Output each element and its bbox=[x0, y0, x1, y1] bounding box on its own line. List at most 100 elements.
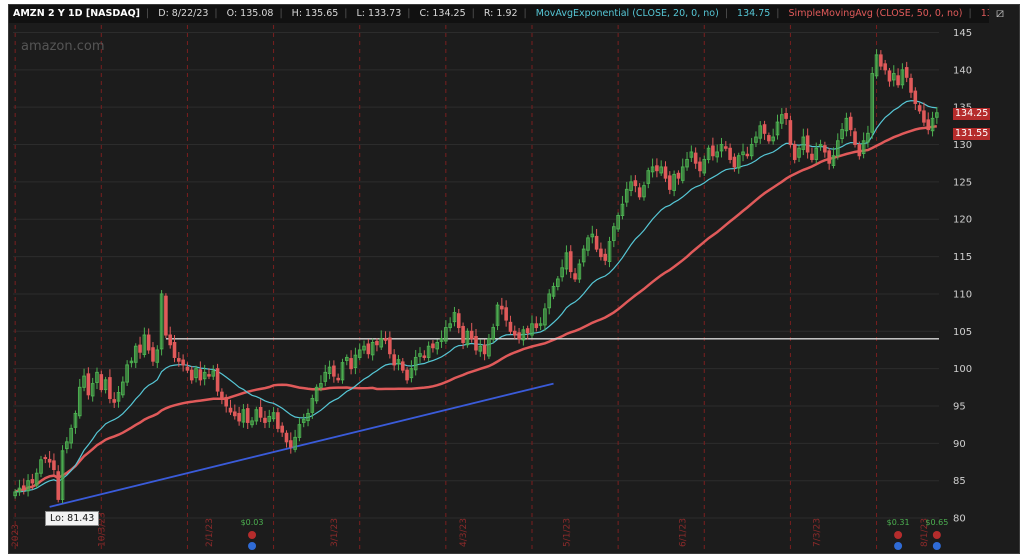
candle bbox=[271, 407, 276, 422]
price-plot[interactable]: 14514013513012512011511010510095908580 2… bbox=[9, 23, 1019, 553]
candle bbox=[65, 437, 69, 454]
period-markers bbox=[14, 25, 878, 551]
candle-body bbox=[327, 366, 332, 375]
dividend-icon bbox=[932, 531, 941, 539]
candle bbox=[409, 360, 414, 383]
candle bbox=[332, 360, 336, 383]
candle bbox=[599, 242, 603, 261]
chart-frame[interactable]: AMZN 2 Y 1D [NASDAQ] | D: 8/22/23 | O: 135… bbox=[8, 4, 1020, 554]
candle bbox=[879, 50, 883, 70]
candle bbox=[383, 331, 388, 345]
candle-body bbox=[388, 337, 392, 355]
candle-body bbox=[771, 136, 775, 142]
candle bbox=[538, 317, 543, 331]
candle bbox=[30, 473, 35, 490]
candle-body bbox=[168, 334, 172, 346]
candle-body bbox=[439, 338, 444, 342]
candle-body bbox=[189, 369, 194, 381]
candle bbox=[573, 268, 577, 282]
candle-body bbox=[711, 145, 715, 157]
price-tick-label: 90 bbox=[953, 439, 966, 450]
price-tick-label: 125 bbox=[953, 177, 972, 188]
candle bbox=[564, 245, 569, 275]
price-tick-label: 105 bbox=[953, 327, 972, 338]
candle bbox=[857, 141, 862, 160]
candle-body bbox=[543, 308, 547, 326]
candle-body bbox=[314, 386, 319, 402]
candle-body bbox=[706, 147, 711, 160]
candle bbox=[280, 422, 284, 437]
dividend-label: $0.65 bbox=[925, 518, 948, 527]
candle bbox=[706, 145, 711, 164]
candle-body bbox=[745, 153, 750, 157]
candle bbox=[207, 368, 211, 380]
candle bbox=[805, 128, 810, 159]
candle bbox=[284, 430, 289, 448]
candle bbox=[400, 358, 405, 374]
candle bbox=[103, 376, 108, 394]
candle-body bbox=[504, 307, 508, 321]
candle bbox=[646, 167, 651, 189]
candle-body bbox=[547, 293, 552, 309]
candle bbox=[250, 417, 254, 428]
candle-body bbox=[904, 67, 909, 78]
candle bbox=[56, 465, 61, 503]
candle-body bbox=[508, 321, 513, 332]
candle bbox=[323, 364, 328, 387]
candle bbox=[512, 325, 517, 339]
candle-body bbox=[676, 172, 681, 179]
candle bbox=[194, 365, 198, 383]
candle bbox=[396, 354, 401, 371]
ema-study-label[interactable]: MovAvgExponential (CLOSE, 20, 0, no) bbox=[535, 8, 719, 19]
candle-body bbox=[211, 370, 216, 377]
candle bbox=[823, 141, 827, 158]
candle bbox=[211, 365, 216, 381]
candle bbox=[340, 358, 345, 384]
candle bbox=[77, 378, 82, 419]
candle bbox=[629, 175, 633, 197]
candle bbox=[728, 143, 732, 164]
candle-body bbox=[900, 69, 905, 86]
candle bbox=[900, 63, 905, 89]
candle bbox=[827, 147, 831, 170]
candle bbox=[904, 61, 909, 83]
candle bbox=[366, 339, 371, 359]
candle bbox=[258, 399, 263, 422]
candle-body bbox=[103, 379, 108, 391]
candle bbox=[607, 236, 612, 268]
symbol-label[interactable]: AMZN 2 Y 1D [NASDAQ] bbox=[13, 8, 141, 19]
candle bbox=[198, 361, 203, 386]
candle bbox=[465, 328, 470, 348]
candle-body bbox=[90, 383, 95, 397]
candle-body bbox=[896, 75, 900, 86]
candle bbox=[245, 403, 250, 430]
candle bbox=[853, 127, 857, 148]
candle-body bbox=[866, 132, 870, 143]
candle-body bbox=[112, 399, 117, 403]
candle-body bbox=[185, 366, 190, 371]
candle bbox=[448, 317, 452, 332]
candle-body bbox=[392, 354, 396, 366]
candle-body bbox=[142, 334, 147, 355]
candle-body bbox=[39, 459, 43, 474]
candle bbox=[637, 183, 642, 200]
candle-body bbox=[637, 187, 642, 198]
date-tick-label: 5/1/23 bbox=[562, 518, 572, 547]
candle-body bbox=[874, 54, 879, 77]
candle bbox=[344, 354, 349, 366]
header-divider: | bbox=[968, 8, 972, 19]
candle-body bbox=[319, 383, 323, 388]
candle-body bbox=[220, 391, 224, 400]
sma-study-label[interactable]: SimpleMovingAvg (CLOSE, 50, 0, no) bbox=[788, 8, 963, 19]
candle bbox=[581, 245, 586, 267]
candle bbox=[138, 336, 142, 359]
candle bbox=[831, 147, 836, 169]
earnings-icon bbox=[248, 542, 257, 550]
drawing-tool-icon[interactable]: ⧄ bbox=[995, 6, 1005, 21]
header-divider: | bbox=[279, 8, 283, 19]
candle bbox=[39, 455, 43, 478]
candle-body bbox=[254, 409, 259, 422]
candle bbox=[142, 327, 147, 358]
candle-body bbox=[233, 411, 237, 417]
candle-body bbox=[560, 267, 564, 278]
